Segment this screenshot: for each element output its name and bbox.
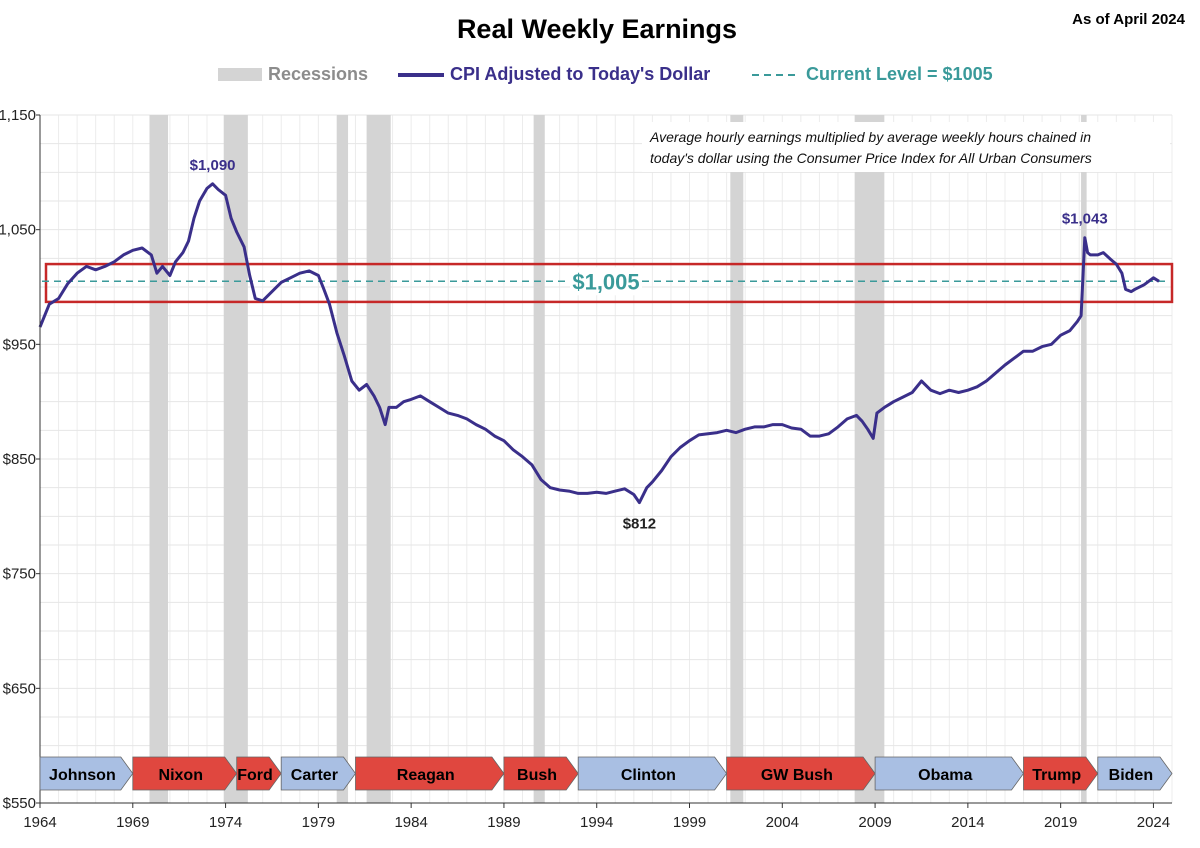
- chart-title: Real Weekly Earnings: [457, 14, 737, 44]
- president-label: Johnson: [49, 767, 116, 784]
- president-arrow: [577, 756, 728, 791]
- president-label: Nixon: [159, 767, 203, 784]
- president-label: Clinton: [621, 767, 676, 784]
- legend-current: Current Level = $1005: [806, 64, 993, 84]
- president-label: Reagan: [397, 767, 455, 784]
- note-line-2: today's dollar using the Consumer Price …: [650, 150, 1092, 166]
- y-tick-label: $850: [3, 451, 36, 468]
- president-label: Bush: [517, 767, 557, 784]
- y-tick-label: $650: [3, 680, 36, 697]
- x-tick-label: 1964: [23, 814, 56, 831]
- legend-recession-swatch: [218, 68, 262, 81]
- president-arrow: [503, 756, 579, 791]
- recession-bar: [149, 115, 169, 803]
- annotation-label: $1,090: [190, 157, 236, 174]
- president-arrow: [1023, 756, 1099, 791]
- x-tick-label: 1974: [209, 814, 242, 831]
- annotation-label: $1,043: [1062, 211, 1108, 228]
- president-label: Carter: [291, 767, 338, 784]
- president-arrow: [280, 756, 356, 791]
- president-arrow: [132, 756, 238, 791]
- recession-bar: [854, 115, 885, 803]
- x-tick-label: 1984: [394, 814, 427, 831]
- x-tick-label: 2014: [951, 814, 984, 831]
- current-level-box: [44, 262, 1174, 304]
- president-arrow: [236, 756, 282, 791]
- as-of-label: As of April 2024: [1072, 11, 1185, 28]
- legend-recessions: Recessions: [268, 64, 368, 84]
- x-tick-label: 1999: [673, 814, 706, 831]
- recession-bar: [223, 115, 248, 803]
- legend-series: CPI Adjusted to Today's Dollar: [450, 64, 710, 84]
- current-level-label-bg: [570, 267, 642, 296]
- president-label: Ford: [237, 767, 273, 784]
- recessions: [149, 115, 1087, 803]
- president-arrow: [726, 756, 876, 791]
- x-tick-label: 1979: [302, 814, 335, 831]
- annotation-label: $812: [623, 516, 656, 533]
- annotations: $1,090 $1,043 $812: [190, 157, 1108, 533]
- recession-bar: [1081, 115, 1087, 803]
- y-tick-label: $950: [3, 336, 36, 353]
- president-arrow: [355, 756, 505, 791]
- current-level-band: $1,005: [42, 262, 1174, 304]
- note-box: [642, 122, 1170, 172]
- president-label: Trump: [1032, 767, 1081, 784]
- y-tick-label: $750: [3, 566, 36, 583]
- recession-bar: [533, 115, 545, 803]
- current-level-label: $1,005: [572, 269, 639, 294]
- y-tick-label: $1,050: [0, 222, 36, 239]
- president-label: Obama: [918, 767, 972, 784]
- x-tick-label: 1989: [487, 814, 520, 831]
- presidents: Johnson Nixon Ford Carter Reagan Bush Clinton G…: [39, 756, 1173, 791]
- y-tick-label: $1,150: [0, 107, 36, 124]
- x-tick-label: 1969: [116, 814, 149, 831]
- x-tick-label: 1994: [580, 814, 613, 831]
- president-arrow: [39, 756, 134, 791]
- recession-bar: [730, 115, 744, 803]
- series-line: [38, 182, 1160, 505]
- axes: $550 $650 $750 $850 $950 $1,050 $1,150 1964 1969…: [0, 107, 1172, 831]
- note-line-1: Average hourly earnings multiplied by av…: [649, 129, 1091, 145]
- x-tick-label: 2019: [1044, 814, 1077, 831]
- president-arrow: [874, 756, 1024, 791]
- y-tick-label: $550: [3, 795, 36, 812]
- x-tick-label: 2009: [858, 814, 891, 831]
- x-tick-label: 2004: [766, 814, 799, 831]
- x-tick-label: 2024: [1137, 814, 1170, 831]
- recession-bar: [366, 115, 391, 803]
- president-label: GW Bush: [761, 767, 833, 784]
- series: [38, 182, 1160, 505]
- recession-bar: [336, 115, 349, 803]
- president-arrow: [1097, 756, 1173, 791]
- president-label: Biden: [1109, 767, 1153, 784]
